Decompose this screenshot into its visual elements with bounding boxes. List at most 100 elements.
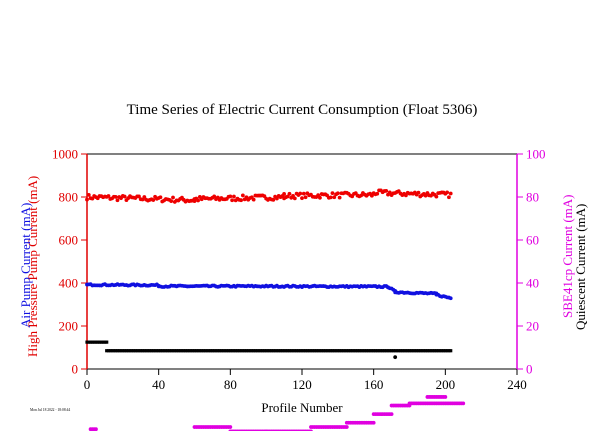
data-point — [99, 340, 103, 344]
series-air_pump — [85, 282, 453, 301]
left-axis-ticks: 0 200 400 600 800 1000 — [52, 147, 87, 377]
series-high_pressure_pump — [85, 188, 453, 204]
data-point — [312, 349, 317, 353]
data-point — [416, 349, 421, 353]
data-point — [355, 349, 360, 353]
data-point — [187, 349, 191, 353]
data-point — [287, 349, 292, 353]
data-point — [237, 349, 241, 353]
data-point — [366, 349, 370, 353]
data-point — [357, 349, 361, 353]
data-point — [411, 349, 415, 353]
data-point — [117, 349, 121, 353]
data-point — [144, 349, 148, 353]
data-point — [106, 194, 111, 198]
x-tick-label: 120 — [292, 377, 312, 392]
data-point — [119, 349, 123, 353]
left-tick-label: 1000 — [52, 147, 78, 162]
data-point — [162, 349, 166, 353]
data-point — [128, 349, 132, 353]
data-point — [271, 349, 275, 353]
data-point — [196, 349, 200, 353]
data-point — [166, 349, 170, 353]
data-point — [97, 340, 102, 344]
x-tick-label: 240 — [507, 377, 527, 392]
data-point — [121, 349, 125, 353]
data-point — [278, 349, 283, 353]
data-point — [424, 349, 428, 353]
data-point — [425, 349, 430, 353]
x-tick-label: 160 — [364, 377, 384, 392]
data-point — [280, 349, 284, 353]
data-point — [309, 349, 313, 353]
data-point — [427, 349, 431, 353]
left-axis-label-air-pump: Air Pump Current (mA) — [18, 203, 33, 328]
data-point — [368, 349, 372, 353]
data-point — [101, 340, 105, 344]
data-point — [314, 349, 318, 353]
series-layer — [85, 188, 466, 431]
data-point — [96, 340, 100, 344]
data-point — [252, 349, 256, 353]
right-tick-label: 0 — [526, 362, 533, 377]
data-point — [157, 349, 161, 353]
data-point — [123, 349, 127, 353]
data-point — [303, 349, 308, 353]
data-point — [176, 349, 180, 353]
data-point — [226, 349, 231, 353]
data-point — [391, 349, 395, 353]
data-point — [448, 296, 453, 301]
data-point — [407, 349, 412, 353]
data-point — [330, 349, 335, 353]
data-point — [292, 196, 297, 201]
data-point — [336, 349, 340, 353]
data-point — [112, 349, 116, 353]
data-point — [345, 349, 349, 353]
data-point — [88, 340, 93, 344]
data-point — [447, 195, 451, 200]
data-point — [334, 349, 338, 353]
left-axis-label-high-pressure: High Pressure Pump Current (mA) — [25, 176, 40, 357]
data-point — [246, 349, 250, 353]
data-point — [135, 349, 139, 353]
data-point — [332, 349, 336, 353]
data-point — [443, 395, 448, 399]
data-point — [406, 349, 410, 353]
data-point — [375, 349, 379, 353]
data-point — [196, 198, 200, 203]
data-point — [103, 340, 107, 344]
data-point — [298, 191, 303, 196]
left-tick-label: 600 — [59, 233, 79, 248]
data-point — [316, 349, 320, 353]
right-tick-label: 100 — [526, 147, 546, 162]
data-point — [371, 420, 376, 425]
data-point — [301, 191, 306, 196]
data-point — [341, 349, 345, 353]
data-point — [146, 349, 150, 353]
data-point — [300, 349, 304, 353]
data-point — [373, 349, 378, 353]
data-point — [200, 349, 204, 353]
data-point — [169, 199, 174, 204]
data-point — [300, 196, 304, 201]
data-point — [149, 349, 154, 353]
data-point — [461, 401, 466, 406]
data-point — [198, 349, 202, 353]
data-point — [214, 349, 218, 353]
data-point — [137, 349, 141, 353]
data-point — [201, 349, 206, 353]
data-point — [354, 349, 358, 353]
data-point — [92, 340, 96, 344]
data-point — [131, 349, 136, 353]
data-point — [255, 349, 259, 353]
data-point — [305, 349, 309, 353]
data-point — [151, 349, 155, 353]
data-point — [348, 349, 352, 353]
data-point — [445, 349, 449, 353]
data-point — [85, 340, 89, 344]
data-point — [318, 349, 322, 353]
data-point — [302, 349, 306, 353]
data-point — [113, 194, 118, 199]
data-point — [151, 198, 156, 202]
data-point — [106, 349, 111, 353]
